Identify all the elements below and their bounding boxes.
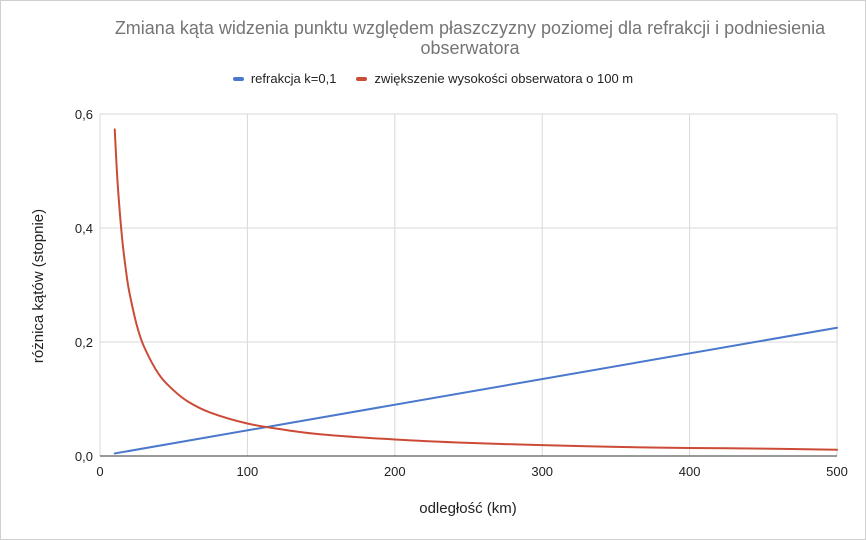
series-line-2 (113, 128, 838, 451)
chart-title-line-1: Zmiana kąta widzenia punktu względem pła… (114, 18, 826, 38)
legend-swatch-refrakcja (232, 76, 244, 81)
chart-title: Zmiana kąta widzenia punktu względem pła… (60, 18, 866, 58)
x-tick-label: 400 (679, 464, 701, 479)
y-tick-label: 0,6 (75, 107, 93, 122)
legend-label-wysokosc: zwiększenie wysokości obserwatora o 100 … (374, 71, 634, 86)
legend-item-refrakcja: refrakcja k=0,1 (232, 71, 337, 86)
y-tick-label: 0,4 (75, 221, 93, 236)
x-tick-label: 0 (96, 464, 103, 479)
series-line-1 (113, 326, 838, 455)
x-axis-label: odległość (km) (419, 500, 517, 517)
x-tick-label: 200 (384, 464, 406, 479)
y-axis-label: różnica kątów (stopnie) (30, 209, 47, 363)
x-tick-label: 100 (237, 464, 259, 479)
x-tick-label: 300 (531, 464, 553, 479)
legend-swatch-wysokosc (356, 76, 368, 81)
y-tick-label: 0,2 (75, 335, 93, 350)
x-tick-label: 500 (826, 464, 848, 479)
legend-item-wysokosc: zwiększenie wysokości obserwatora o 100 … (356, 71, 633, 86)
legend: refrakcja k=0,1 zwiększenie wysokości ob… (0, 71, 866, 86)
y-tick-label: 0,0 (75, 449, 93, 464)
legend-label-refrakcja: refrakcja k=0,1 (250, 71, 337, 86)
chart-title-line-2: obserwatora (420, 38, 520, 58)
